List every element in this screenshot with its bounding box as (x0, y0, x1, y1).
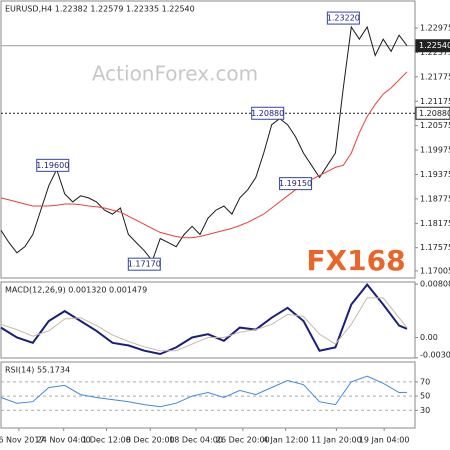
price-label: 1.22540 (419, 41, 450, 50)
annotation-label: 1.23220 (327, 14, 360, 23)
y-tick-label: 0.00808 (420, 280, 450, 289)
series-line (0, 297, 408, 352)
price-label-box (415, 39, 450, 53)
annotation-label: 1.20880 (251, 109, 284, 118)
x-tick-label: 11 Jan 20:00 (311, 436, 362, 445)
x-tick-label: 4 Jan 12:00 (263, 436, 309, 445)
x-tick-label: 24 Nov 04:00 (37, 436, 91, 445)
annotation-label: 1.19150 (279, 179, 312, 188)
watermark: ActionForex.com (92, 62, 258, 86)
annotation-label: 1.17170 (128, 260, 161, 269)
annotation-box (127, 257, 161, 271)
annotation-label: 1.19600 (36, 161, 69, 170)
x-tick-label: 26 Dec 20:00 (216, 436, 270, 445)
y-tick-label: 1.22375 (420, 48, 450, 57)
y-tick-label: 30 (420, 406, 430, 415)
x-tick-label: 19 Jan 04:00 (359, 436, 410, 445)
y-tick-label: 1.19975 (420, 146, 450, 155)
price-label: 1.20880 (419, 109, 450, 118)
series-line (0, 25, 408, 262)
series-line (0, 71, 408, 239)
y-tick-label: 1.21775 (420, 72, 450, 81)
y-tick-label: 1.20575 (420, 121, 450, 130)
y-tick-label: 1.17005 (420, 266, 450, 275)
y-tick-label: 50 (420, 392, 430, 401)
y-tick-label: 1.21175 (420, 97, 450, 106)
annotation-box (326, 11, 360, 25)
annotation-box (279, 177, 313, 191)
x-tick-label: 16 Nov 2017 (0, 436, 45, 445)
y-tick-label: 1.17575 (420, 243, 450, 252)
x-tick-label: 18 Dec 04:00 (169, 436, 223, 445)
panel-title: RSI(14) 55.1734 (5, 366, 70, 375)
panel-title: EURUSD,H4 1.22382 1.22579 1.22335 1.2254… (5, 5, 195, 14)
y-tick-label: 1.18175 (420, 219, 450, 228)
panel-frame (0, 0, 416, 279)
x-tick-label: 8 Dec 20:00 (126, 436, 175, 445)
annotation-box (36, 158, 70, 172)
price-label-box (415, 106, 450, 120)
y-tick-label: 70 (420, 377, 430, 386)
y-tick-label: 1.19375 (420, 170, 450, 179)
series-line (0, 375, 408, 408)
annotation-box (251, 106, 285, 120)
y-tick-label: 1.22975 (420, 24, 450, 33)
y-tick-label: 1.18775 (420, 194, 450, 203)
y-tick-label: 0.00 (420, 333, 438, 342)
x-tick-label: 1 Dec 12:00 (82, 436, 131, 445)
panel-frame (0, 281, 416, 359)
panel-frame (0, 361, 416, 429)
y-tick-label: -0.003078 (420, 351, 450, 360)
panel-title: MACD(12,26,9) 0.001320 0.001479 (5, 286, 147, 295)
series-line (0, 283, 408, 356)
watermark: FX168 (306, 244, 405, 277)
